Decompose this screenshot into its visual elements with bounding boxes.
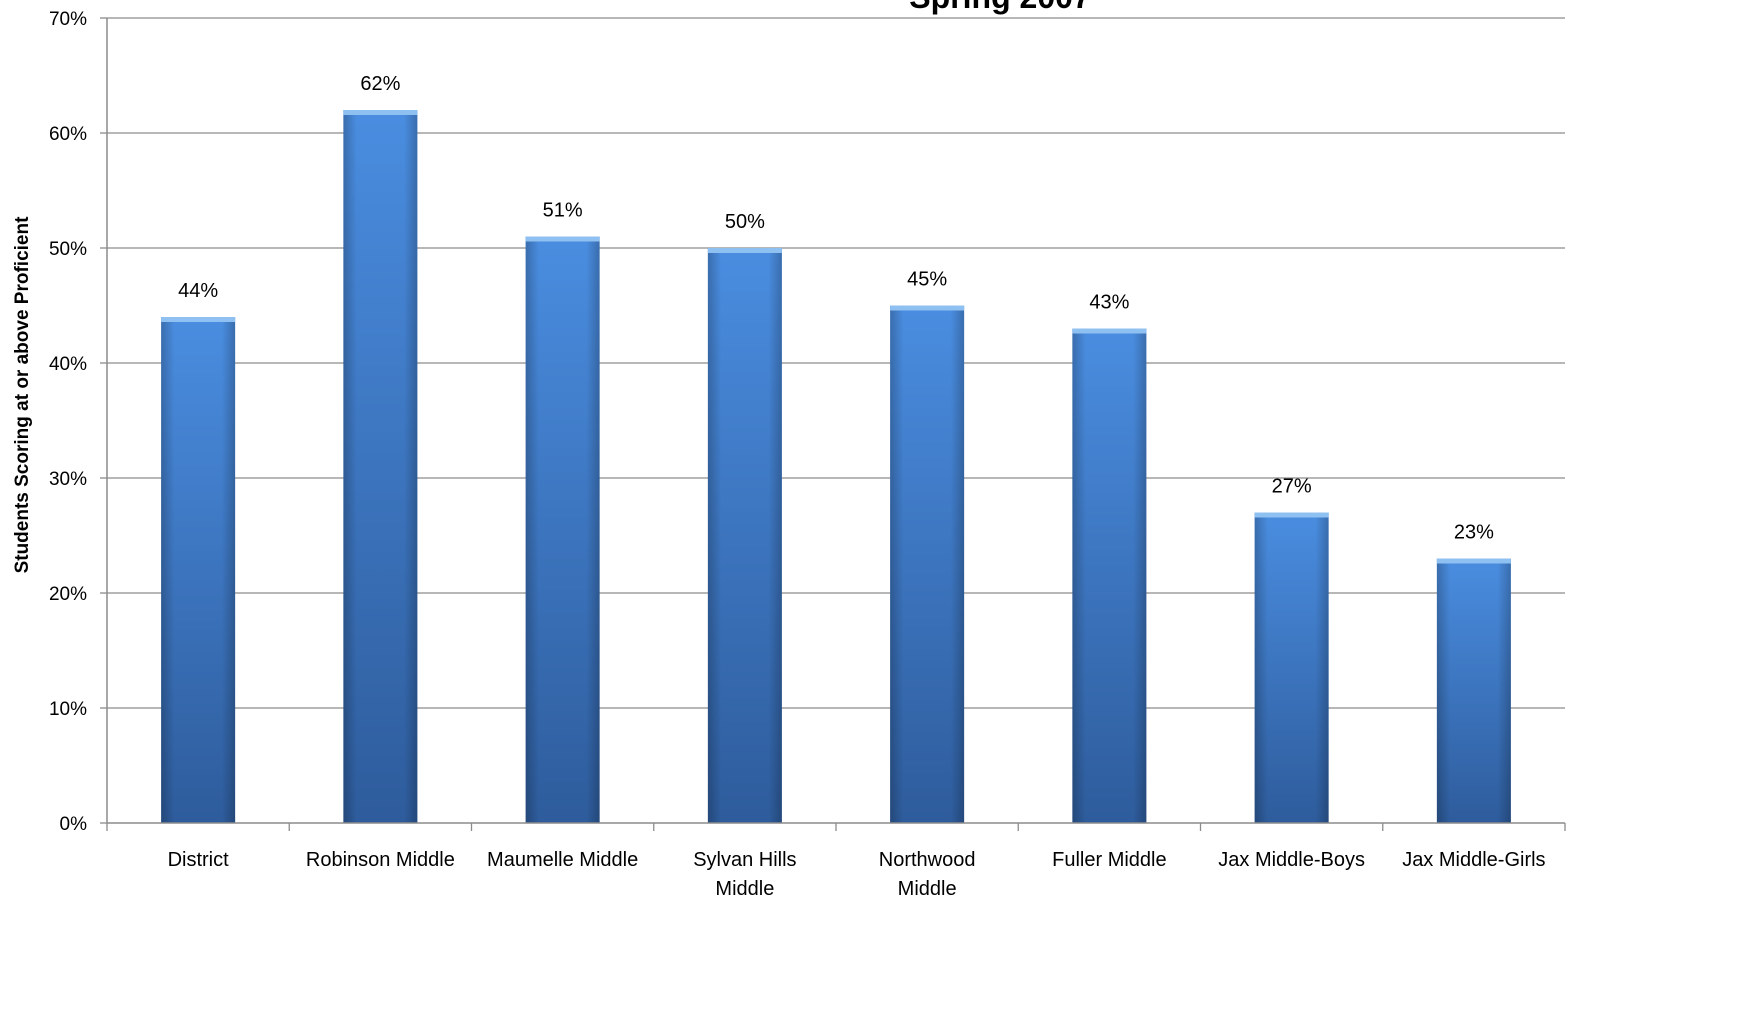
category-label-line: Northwood — [879, 849, 976, 871]
category-label-line: Jax Middle-Boys — [1218, 849, 1365, 871]
category-label-line: Middle — [898, 878, 957, 900]
data-label: 45% — [907, 269, 947, 291]
category-label-line: Middle — [715, 878, 774, 900]
category-label: Jax Middle-Girls — [1402, 849, 1545, 871]
y-tick-label: 0% — [60, 814, 88, 835]
data-label: 23% — [1454, 522, 1494, 544]
category-label-line: Sylvan Hills — [693, 849, 796, 871]
bar — [1436, 558, 1511, 823]
category-label-line: Robinson Middle — [306, 849, 455, 871]
bar — [1254, 512, 1329, 823]
category-label: Maumelle Middle — [487, 849, 638, 871]
bars — [161, 110, 1511, 823]
category-label: Northwood Middle — [879, 849, 976, 900]
y-axis-label: Students Scoring at or above Proficient — [12, 216, 33, 574]
category-label: Fuller Middle — [1052, 849, 1166, 871]
y-tick-label: 30% — [49, 469, 87, 490]
data-label: 27% — [1272, 476, 1312, 498]
category-label: Sylvan Hills Middle — [693, 849, 796, 900]
bar — [1072, 328, 1147, 823]
data-label: 44% — [178, 280, 218, 302]
bar — [525, 236, 600, 823]
bar — [890, 305, 965, 823]
bar — [343, 110, 418, 823]
data-labels: 44% 62% 51% 50% 45% 43% 27% 23% — [178, 73, 1494, 544]
y-tick-label: 60% — [49, 124, 87, 145]
data-label: 50% — [725, 211, 765, 233]
category-labels: District Robinson Middle Maumelle Middle Sy… — [168, 849, 1546, 900]
bar — [707, 248, 782, 823]
category-label-line: Jax Middle-Girls — [1402, 849, 1545, 871]
bar — [161, 317, 236, 823]
gridlines — [107, 17, 1565, 709]
axes — [106, 18, 1566, 831]
category-label: Jax Middle-Boys — [1218, 849, 1365, 871]
category-label-line: Maumelle Middle — [487, 849, 638, 871]
y-tick-label: 70% — [49, 9, 87, 30]
y-tick-label: 50% — [49, 239, 87, 260]
chart-title: Spring 2007 — [909, 0, 1090, 15]
category-label: Robinson Middle — [306, 849, 455, 871]
data-label: 43% — [1089, 292, 1129, 314]
y-tick-label: 20% — [49, 584, 87, 605]
category-label-line: Fuller Middle — [1052, 849, 1166, 871]
data-label: 51% — [543, 200, 583, 222]
category-label-line: District — [168, 849, 230, 871]
y-axis-ticks: 0% 10% 20% 30% 40% 50% 60% 70% — [49, 9, 107, 835]
y-tick-label: 10% — [49, 699, 87, 720]
data-label: 62% — [360, 73, 400, 95]
y-tick-label: 40% — [49, 354, 87, 375]
category-label: District — [168, 849, 230, 871]
